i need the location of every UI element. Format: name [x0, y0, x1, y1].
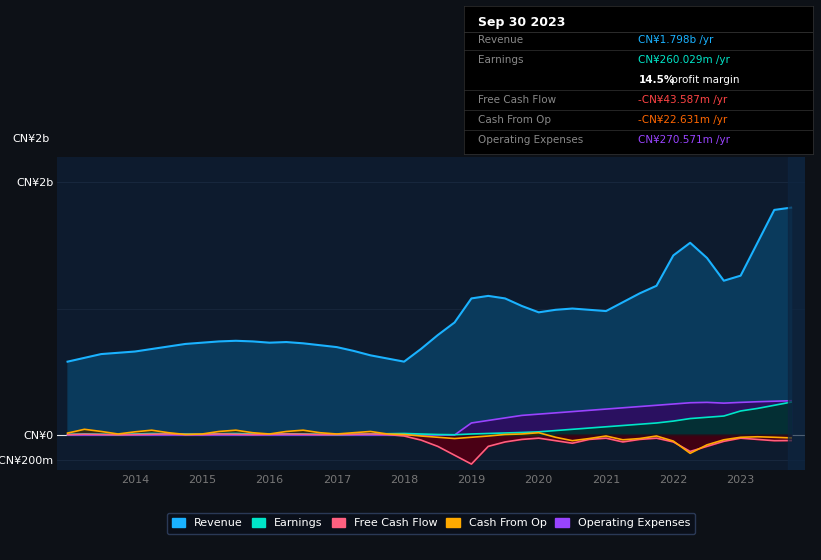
Text: Operating Expenses: Operating Expenses	[478, 136, 583, 146]
Text: CN¥1.798b /yr: CN¥1.798b /yr	[639, 35, 713, 45]
Text: 14.5%: 14.5%	[639, 76, 675, 85]
Text: profit margin: profit margin	[668, 76, 740, 85]
Text: Free Cash Flow: Free Cash Flow	[478, 95, 556, 105]
Text: -CN¥22.631m /yr: -CN¥22.631m /yr	[639, 115, 727, 125]
Text: CN¥260.029m /yr: CN¥260.029m /yr	[639, 55, 730, 66]
Text: CN¥2b: CN¥2b	[12, 134, 50, 144]
Legend: Revenue, Earnings, Free Cash Flow, Cash From Op, Operating Expenses: Revenue, Earnings, Free Cash Flow, Cash …	[167, 512, 695, 534]
Text: -CN¥43.587m /yr: -CN¥43.587m /yr	[639, 95, 727, 105]
Text: CN¥270.571m /yr: CN¥270.571m /yr	[639, 136, 731, 146]
Text: Cash From Op: Cash From Op	[478, 115, 551, 125]
Text: Earnings: Earnings	[478, 55, 523, 66]
Text: Revenue: Revenue	[478, 35, 523, 45]
Text: Sep 30 2023: Sep 30 2023	[478, 16, 565, 29]
Bar	[788, 157, 805, 470]
